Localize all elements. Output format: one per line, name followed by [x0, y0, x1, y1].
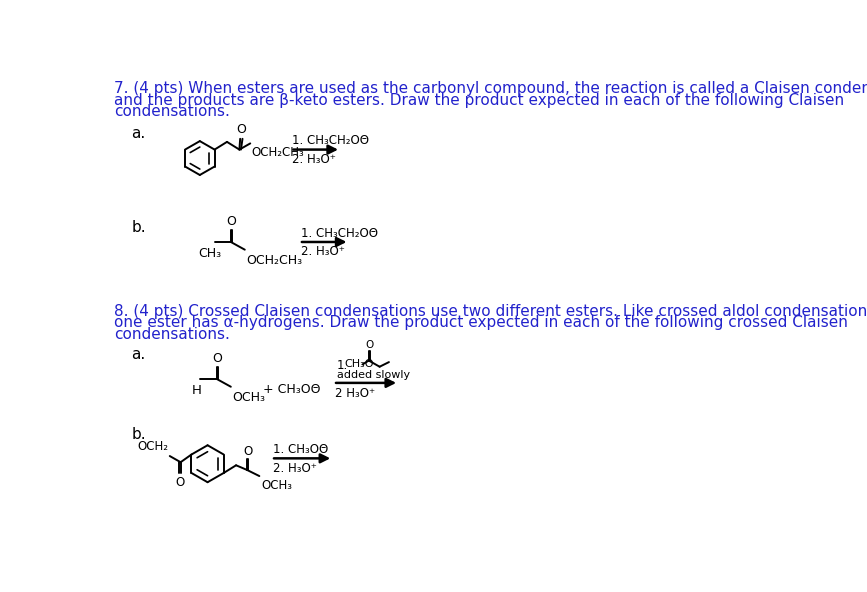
- Text: and the products are β-keto esters. Draw the product expected in each of the fol: and the products are β-keto esters. Draw…: [114, 92, 844, 108]
- Text: b.: b.: [132, 427, 147, 442]
- Text: 7. (4 pts) When esters are used as the carbonyl compound, the reaction is called: 7. (4 pts) When esters are used as the c…: [114, 81, 867, 96]
- Text: a.: a.: [132, 347, 146, 362]
- Text: + CH₃OΘ: + CH₃OΘ: [264, 383, 321, 396]
- Text: one ester has α-hydrogens. Draw the product expected in each of the following cr: one ester has α-hydrogens. Draw the prod…: [114, 315, 848, 330]
- Text: 1. CH₃CH₂OΘ: 1. CH₃CH₂OΘ: [292, 134, 369, 147]
- Text: OCH₂CH₃: OCH₂CH₃: [251, 146, 304, 159]
- Text: O: O: [175, 476, 185, 489]
- Text: 2. H₃O⁺: 2. H₃O⁺: [292, 153, 336, 166]
- Text: 2. H₃O⁺: 2. H₃O⁺: [273, 462, 316, 475]
- Text: O: O: [243, 445, 252, 458]
- Text: added slowly: added slowly: [337, 370, 410, 380]
- Text: 2 H₃O⁺: 2 H₃O⁺: [335, 387, 375, 400]
- Text: CH₃: CH₃: [199, 247, 221, 260]
- Text: 1. CH₃CH₂OΘ: 1. CH₃CH₂OΘ: [301, 227, 377, 240]
- Text: a.: a.: [132, 127, 146, 141]
- Text: condensations.: condensations.: [114, 104, 230, 119]
- Text: 1. CH₃OΘ: 1. CH₃OΘ: [273, 443, 328, 456]
- Text: OCH₃: OCH₃: [232, 391, 265, 404]
- Text: 1.: 1.: [337, 359, 349, 372]
- Text: OCH₂: OCH₂: [137, 440, 168, 453]
- Text: 2. H₃O⁺: 2. H₃O⁺: [301, 245, 344, 258]
- Text: O: O: [212, 352, 223, 365]
- Text: O: O: [236, 124, 246, 137]
- Text: O: O: [226, 215, 237, 228]
- Text: H: H: [192, 384, 202, 397]
- Text: condensations.: condensations.: [114, 327, 230, 342]
- Text: O: O: [365, 340, 374, 350]
- Text: OCH₃: OCH₃: [261, 479, 292, 492]
- Text: OCH₂CH₃: OCH₂CH₃: [246, 253, 303, 266]
- Text: b.: b.: [132, 220, 147, 234]
- Text: 8. (4 pts) Crossed Claisen condensations use two different esters. Like crossed : 8. (4 pts) Crossed Claisen condensations…: [114, 304, 867, 318]
- Text: CH₃O: CH₃O: [345, 359, 375, 369]
